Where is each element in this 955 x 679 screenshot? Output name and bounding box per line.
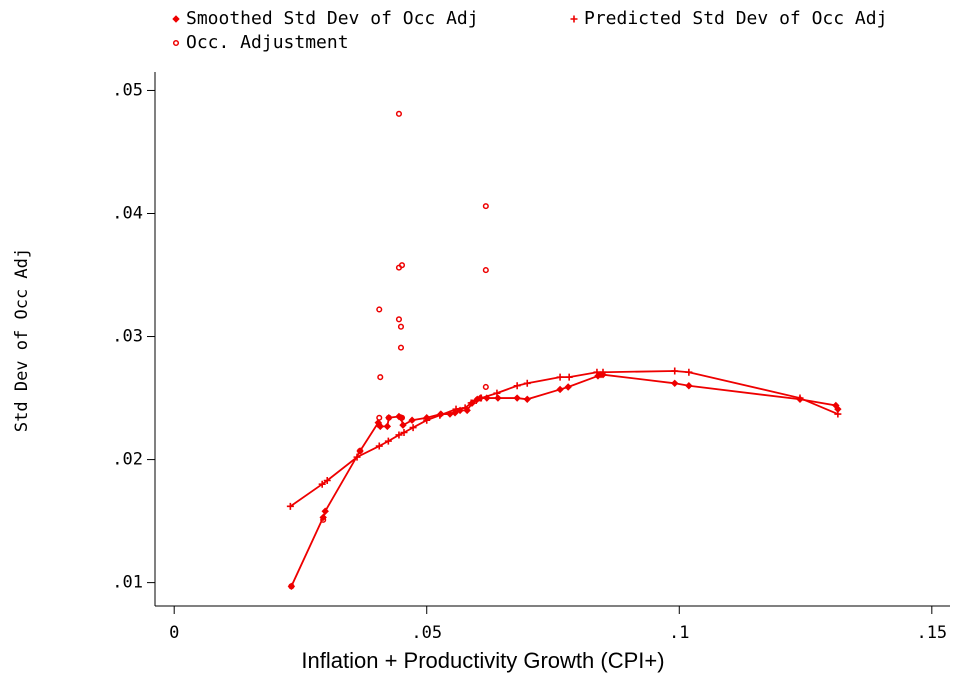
plus-marker <box>685 368 693 376</box>
y-tick-label: .02 <box>112 450 143 470</box>
plus-marker <box>409 424 417 432</box>
plus-marker <box>599 368 607 376</box>
circle-marker <box>395 110 403 117</box>
plus-marker <box>353 453 361 461</box>
plus-marker <box>513 382 521 390</box>
plus-marker <box>375 442 383 450</box>
plus-marker <box>467 399 475 407</box>
plus-marker <box>286 502 294 510</box>
x-tick-label: .05 <box>411 623 442 643</box>
plus-marker <box>493 389 501 397</box>
plus-marker <box>565 373 573 381</box>
diamond-marker <box>564 383 572 391</box>
plus-marker <box>395 431 403 439</box>
plus-marker <box>477 394 485 402</box>
circle-marker <box>398 262 406 269</box>
plus-marker <box>796 394 804 402</box>
circle-marker <box>376 414 383 421</box>
circle-marker <box>482 203 489 210</box>
legend-marker <box>172 15 180 23</box>
circle-marker <box>397 323 405 330</box>
diamond-marker <box>671 379 679 388</box>
circle-marker <box>397 344 405 351</box>
diamond-marker <box>383 422 392 431</box>
circle-marker <box>482 267 489 274</box>
circle-marker <box>398 414 406 421</box>
circle-marker <box>376 422 383 429</box>
circle-marker <box>320 516 327 523</box>
plus-marker <box>671 367 679 375</box>
diamond-marker <box>523 395 531 403</box>
x-tick-label: .1 <box>669 623 689 643</box>
circle-marker <box>288 583 295 590</box>
series-line <box>289 370 839 508</box>
diamond-marker <box>556 385 564 394</box>
legend-label: Occ. Adjustment <box>186 32 349 53</box>
diamond-marker <box>685 382 693 390</box>
plus-marker <box>452 405 460 413</box>
diamond-marker <box>494 394 502 402</box>
y-tick-label: .01 <box>112 573 143 593</box>
y-tick-label: .05 <box>112 80 143 100</box>
diamond-marker <box>408 416 416 424</box>
legend-marker <box>172 39 180 47</box>
legend-marker <box>570 15 578 23</box>
plus-marker <box>556 373 564 381</box>
plus-marker <box>323 476 331 484</box>
plus-marker <box>423 416 431 424</box>
y-tick-label: .03 <box>112 327 143 347</box>
x-tick-label: 0 <box>169 623 179 643</box>
plus-marker <box>400 429 408 437</box>
plus-marker <box>318 480 326 488</box>
plus-marker <box>523 379 531 387</box>
circle-marker <box>482 383 489 391</box>
plus-marker <box>593 368 601 376</box>
diamond-marker <box>399 421 407 429</box>
x-tick-label: .15 <box>916 623 947 643</box>
plus-marker <box>436 411 444 419</box>
circle-marker <box>395 316 403 323</box>
plus-marker <box>461 404 469 412</box>
plus-marker <box>834 410 842 418</box>
diamond-marker <box>321 507 329 515</box>
legend-label: Predicted Std Dev of Occ Adj <box>584 8 887 29</box>
circle-marker <box>357 447 364 455</box>
circle-marker <box>377 374 384 381</box>
circle-marker <box>385 414 392 421</box>
plus-marker <box>384 437 392 445</box>
plus-marker <box>472 397 480 405</box>
y-axis-label: Std Dev of Occ Adj <box>12 248 32 432</box>
circle-marker <box>376 306 383 313</box>
series-line <box>290 373 839 587</box>
x-axis-label: Inflation + Productivity Growth (CPI+) <box>301 648 664 673</box>
y-tick-label: .04 <box>112 203 143 223</box>
diamond-marker <box>513 394 521 402</box>
legend-label: Smoothed Std Dev of Occ Adj <box>186 8 479 29</box>
